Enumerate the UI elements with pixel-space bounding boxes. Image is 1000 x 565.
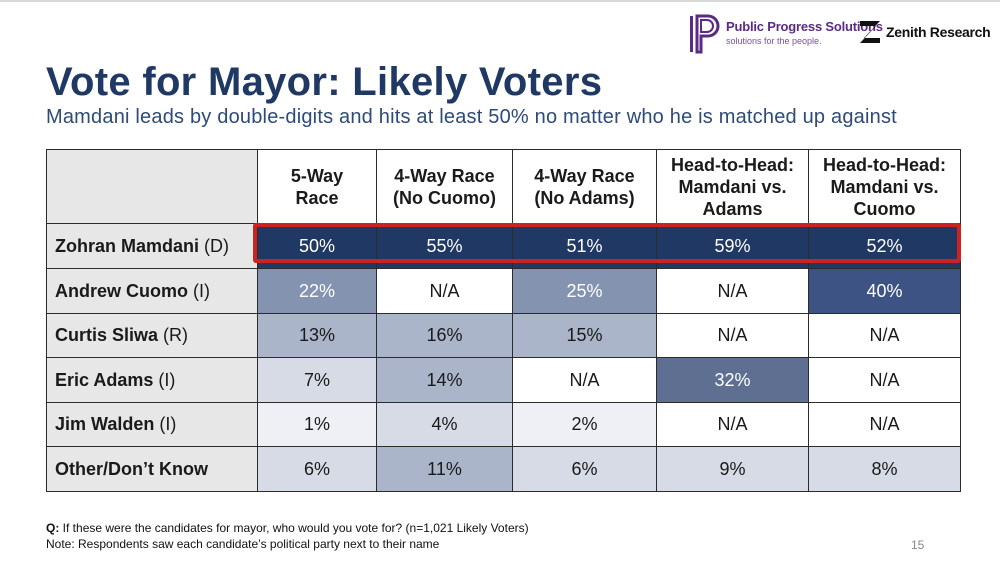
candidate-name-cell: Curtis Sliwa (R) [46,313,258,358]
value-cell: 22% [257,268,377,314]
table-row: Andrew Cuomo (I) 22% N/A 25% N/A 40% [46,268,961,314]
table-header-row: 5-Way Race 4-Way Race (No Cuomo) 4-Way Race(… [46,149,961,224]
footnote-note: Note: Respondents saw each candidate’s p… [46,537,440,551]
value-cell: N/A [512,357,657,403]
value-cell: N/A [656,402,809,447]
column-header-line: Adams [702,198,763,219]
candidate-name: Andrew Cuomo [55,280,188,301]
value-cell: N/A [376,268,513,314]
zenith-name: Zenith Research [886,24,991,40]
value-cell: 7% [257,357,377,403]
column-header-line: Head-to-Head: [670,154,794,175]
value-cell: 8% [808,446,961,492]
value-cell: 16% [376,313,513,358]
pps-name: Public Progress Solutions [726,19,883,34]
candidate-name: Eric Adams [55,369,154,390]
page-number: 15 [911,538,925,552]
column-header-line: Mamdani vs. [830,176,939,197]
column-header-line: 4-Way Race [534,165,635,186]
public-progress-solutions-logo: Public Progress Solutions solutions for … [688,14,883,54]
candidate-party: (I) [193,280,210,301]
value-cell: 4% [376,402,513,447]
column-header-line: Race [295,187,339,208]
value-cell: 9% [656,446,809,492]
value-cell: N/A [656,268,809,314]
column-header: 4-Way Race (No Adams) [512,149,657,224]
candidate-party: (D) [204,235,230,256]
zenith-logo-icon [860,21,880,43]
table-row: Eric Adams (I) 7% 14% N/A 32% N/A [46,357,961,403]
value-cell: 51% [512,223,657,269]
column-header-line: (No Cuomo) [393,187,496,208]
candidate-name: Curtis Sliwa [55,325,159,345]
value-cell: 13% [257,313,377,358]
footnote-question: Q: If these were the candidates for mayo… [46,521,529,535]
value-cell: 55% [376,223,513,269]
question-text: If these were the candidates for mayor, … [59,521,529,535]
column-header-line: (No Adams) [534,187,635,208]
column-header: 4-Way Race (No Cuomo) [376,149,513,224]
candidate-name-cell: Zohran Mamdani (D) [46,223,258,269]
candidate-name: Other/Don’t Know [55,458,208,479]
zenith-research-logo: Zenith Research [858,19,993,49]
column-header: Head-to-Head: Mamdani vs. Adams [656,149,809,224]
candidate-name: Jim Walden [55,414,155,434]
value-cell: N/A [808,313,961,358]
candidate-name-cell: Eric Adams (I) [46,357,258,403]
column-header: 5-Way Race [257,149,377,224]
table-row: Zohran Mamdani (D) 50% 55% 51% 59% 52% [46,223,961,269]
value-cell: 11% [376,446,513,492]
value-cell: 2% [512,402,657,447]
table-row: Other/Don’t Know 6% 11% 6% 9% 8% [46,446,961,492]
column-header: Head-to-Head: Mamdani vs. Cuomo [808,149,961,224]
value-cell: 1% [257,402,377,447]
column-header-line: Head-to-Head: [822,154,946,175]
value-cell: 15% [512,313,657,358]
table-corner-cell [46,149,258,224]
value-cell: N/A [656,313,809,358]
value-cell: 6% [257,446,377,492]
candidate-name: Zohran Mamdani [55,235,200,256]
results-table: 5-Way Race 4-Way Race (No Cuomo) 4-Way Race(… [46,149,961,492]
value-cell: N/A [808,357,961,403]
value-cell: 32% [656,357,809,403]
value-cell: 14% [376,357,513,403]
candidate-party: (R) [163,325,189,345]
candidate-name-cell: Andrew Cuomo (I) [46,268,258,314]
value-cell: 25% [512,268,657,314]
value-cell: 6% [512,446,657,492]
value-cell: 52% [808,223,961,269]
value-cell: N/A [808,402,961,447]
value-cell: 59% [656,223,809,269]
column-header-line: 4-Way Race [394,165,495,186]
table-row: Curtis Sliwa (R) 13% 16% 15% N/A N/A [46,313,961,358]
candidate-name-cell: Jim Walden (I) [46,402,258,447]
column-header-line: Cuomo [853,198,916,219]
candidate-party: (I) [159,414,177,434]
page-subtitle: Mamdani leads by double-digits and hits … [46,106,897,128]
pps-tagline: solutions for the people. [726,36,822,46]
candidate-name-cell: Other/Don’t Know [46,446,258,492]
column-header-line: 5-Way [290,165,344,186]
question-label: Q: [46,521,60,535]
value-cell: 50% [257,223,377,269]
top-divider [0,0,1000,2]
value-cell: 40% [808,268,961,314]
page-title: Vote for Mayor: Likely Voters [46,60,603,104]
table-row: Jim Walden (I) 1% 4% 2% N/A N/A [46,402,961,447]
column-header-line: Mamdani vs. [678,176,787,197]
pps-logo-icon [690,14,720,54]
candidate-party: (I) [158,369,176,390]
